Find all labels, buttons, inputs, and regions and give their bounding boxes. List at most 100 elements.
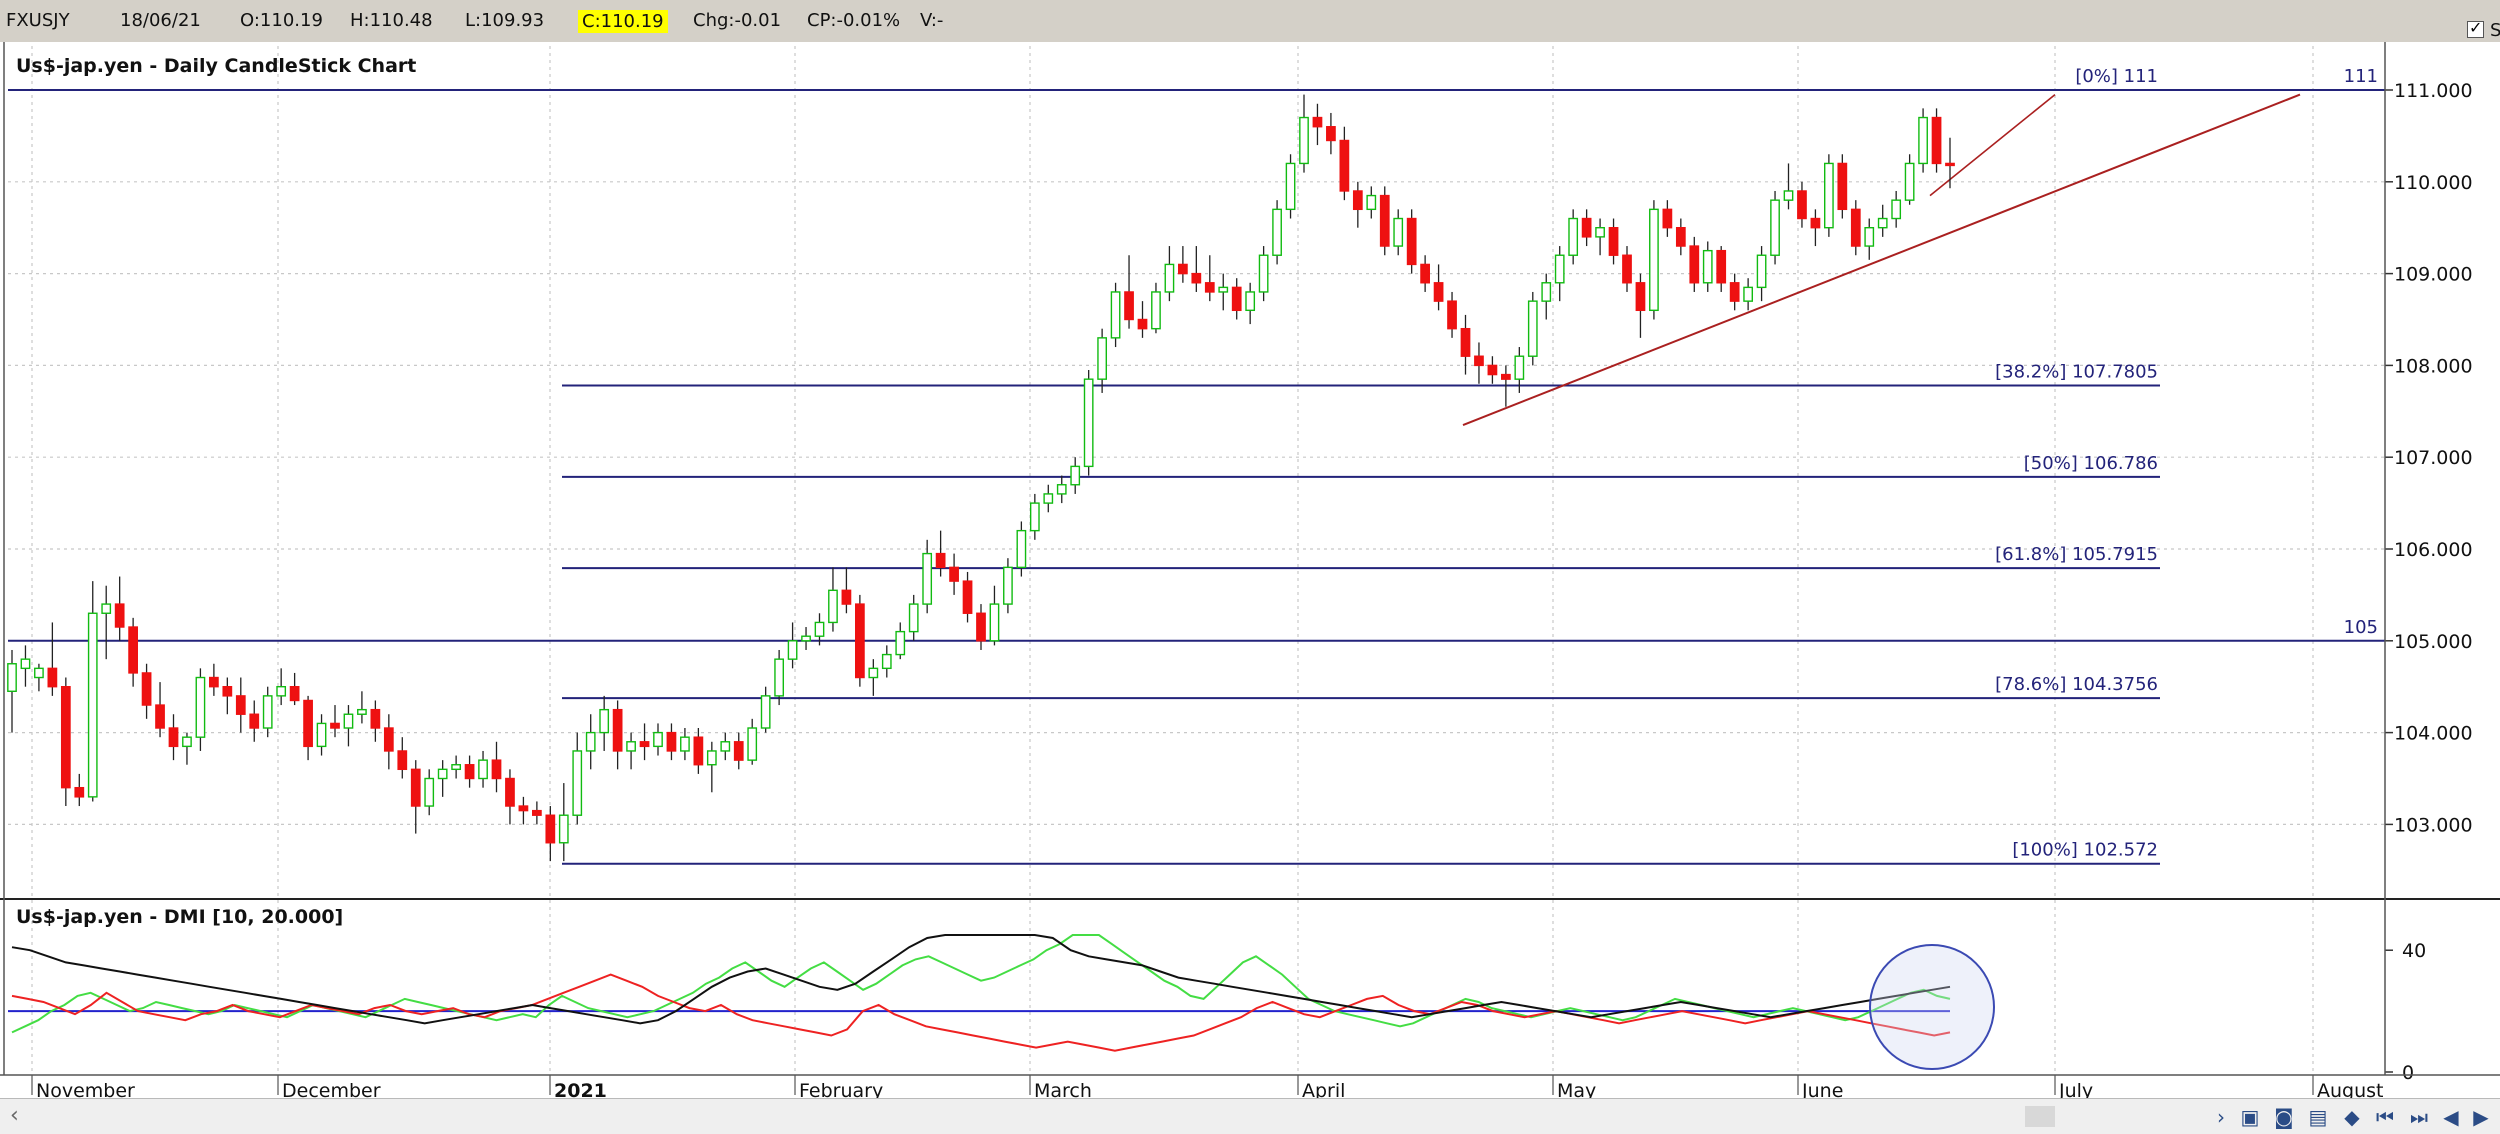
chart-canvas[interactable]: Us$-jap.yen - Daily CandleStick Chart [0… — [0, 42, 2500, 1098]
change-label: Chg:-0.01 — [693, 10, 782, 31]
navigation-bar: ‹ › ▣ ◙ ▤ ◆ ⏮ ⏭ ◀ ▶ — [0, 1098, 2500, 1134]
candle-body — [1918, 116, 1928, 165]
price-panel: Us$-jap.yen - Daily CandleStick Chart [0… — [7, 55, 2473, 865]
dmi-axis: 40 0 — [2385, 940, 2426, 1084]
candle-body — [1339, 139, 1350, 192]
candle-body — [1689, 245, 1700, 284]
price-tick-label: 104.000 — [2394, 723, 2473, 745]
candle-body — [1675, 226, 1686, 247]
support-trend-line — [1462, 93, 2301, 427]
candle-body — [855, 603, 865, 679]
candle-body — [74, 786, 85, 798]
candle-body — [1164, 263, 1175, 293]
show-last-checkbox[interactable] — [2467, 18, 2484, 38]
candle-body — [1379, 194, 1390, 247]
dmi-series-adx — [11, 934, 1951, 1025]
fib-level-label: [100%] 102.572 — [2012, 840, 2158, 861]
candle-body — [989, 603, 1000, 642]
candle-body — [235, 695, 246, 715]
candle-body — [1460, 327, 1471, 357]
zoom-in-icon[interactable]: ◙ — [2274, 1105, 2294, 1129]
fit-icon[interactable]: ◆ — [2344, 1105, 2360, 1129]
zoom-out-icon[interactable]: ▣ — [2240, 1105, 2260, 1129]
candle-body — [249, 713, 260, 729]
candle-body — [1258, 254, 1269, 293]
change-pct-label: CP:-0.01% — [807, 10, 901, 31]
candle-body — [1622, 254, 1632, 284]
candle-body — [1904, 162, 1915, 201]
candle-body — [572, 750, 583, 816]
print-icon[interactable]: ▤ — [2308, 1105, 2328, 1129]
x-tick-label: April — [1302, 1080, 1345, 1098]
candle-body — [1110, 291, 1121, 339]
candle-body — [1770, 199, 1780, 256]
x-tick-label: December — [282, 1080, 381, 1098]
horizontal-lines: 111 105 — [8, 66, 2385, 642]
candle-body — [47, 667, 58, 688]
candle-body — [1595, 226, 1605, 238]
candle-body — [747, 727, 758, 761]
candle-body — [1218, 286, 1229, 293]
date-label: 18/06/21 — [120, 10, 201, 31]
candle-body — [1554, 254, 1565, 284]
candle-body — [1285, 162, 1296, 211]
price-tick-label: 110.000 — [2394, 172, 2473, 194]
candle-body — [478, 759, 488, 780]
candle-body — [760, 695, 771, 729]
candle-body — [1837, 162, 1848, 211]
price-tick-label: 109.000 — [2394, 264, 2473, 286]
candle-body — [424, 777, 435, 807]
candle-body — [1137, 318, 1148, 330]
candle-body — [7, 663, 17, 692]
candle-body — [962, 580, 973, 614]
candle-body — [1003, 566, 1013, 605]
candle-body — [330, 722, 340, 729]
candle-body — [195, 676, 206, 738]
candle-body — [155, 704, 165, 729]
candle-body — [787, 640, 798, 660]
candle-body — [1501, 373, 1511, 380]
candle-body — [222, 686, 233, 697]
scroll-thumb[interactable] — [2025, 1106, 2055, 1127]
dmi-tick-label: 40 — [2402, 940, 2426, 962]
candle-body — [1474, 355, 1484, 367]
candle-body — [922, 552, 933, 605]
candle-body — [128, 626, 138, 674]
candle-body — [1487, 364, 1498, 376]
next-icon[interactable]: ▶ — [2473, 1105, 2489, 1129]
show-last-toggle[interactable]: Show Last — [2467, 10, 2500, 41]
candle-body — [585, 731, 596, 752]
highlight-circle — [1869, 944, 1995, 1070]
scroll-right-icon[interactable]: › — [2217, 1105, 2225, 1129]
dmi-chart-title: Us$-jap.yen - DMI [10, 20.000] — [16, 906, 343, 928]
candle-body — [1783, 190, 1794, 201]
candle-body — [289, 686, 300, 702]
fib-level-label: [78.6%] 104.3756 — [1995, 674, 2158, 695]
price-tick-label: 111.000 — [2394, 80, 2473, 102]
candle-body — [1083, 378, 1094, 468]
show-last-label: Show Last — [2490, 20, 2500, 41]
candle-body — [1635, 282, 1646, 312]
candle-body — [168, 727, 179, 748]
candle-body — [666, 731, 677, 752]
candle-body — [1662, 208, 1673, 229]
prev-icon[interactable]: ◀ — [2443, 1105, 2459, 1129]
candle-body — [383, 727, 394, 752]
last-icon[interactable]: ⏭ — [2410, 1105, 2428, 1129]
low-label: L:109.93 — [465, 10, 545, 31]
candle-body — [814, 621, 825, 637]
volume-label: V:- — [920, 10, 944, 31]
first-icon[interactable]: ⏮ — [2376, 1105, 2394, 1129]
grid-lines — [8, 46, 2385, 1072]
candle-body — [693, 736, 704, 766]
candle-body — [34, 667, 44, 679]
price-tick-label: 103.000 — [2394, 814, 2473, 836]
candles — [7, 94, 1955, 862]
candle-body — [1716, 249, 1727, 284]
candle-body — [720, 741, 731, 752]
x-tick-label: November — [36, 1080, 135, 1098]
candle-body — [639, 741, 650, 748]
candle-body — [1272, 208, 1282, 256]
scroll-left-icon[interactable]: ‹ — [10, 1103, 19, 1128]
x-tick-label: June — [1801, 1080, 1843, 1098]
